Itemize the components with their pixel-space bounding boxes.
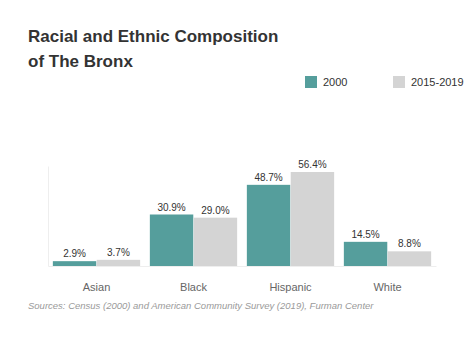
x-axis-line <box>49 266 437 267</box>
data-label: 14.5% <box>351 229 379 240</box>
legend-item: 2000 <box>305 76 347 88</box>
x-tick: White <box>373 266 401 293</box>
legend-label: 2015-2019 <box>411 76 464 88</box>
data-label: 29.0% <box>201 205 229 216</box>
x-tick: Hispanic <box>269 266 312 293</box>
data-label: 30.9% <box>157 202 185 213</box>
legend-swatch <box>393 76 405 88</box>
data-label: 56.4% <box>298 159 326 170</box>
chart: Asian Black Hispanic White 2.9% 30.9% 48.7% 14.… <box>0 0 474 338</box>
data-label: 8.8% <box>398 238 421 249</box>
title: Racial and Ethnic Composition of The Bro… <box>28 24 290 74</box>
source: Sources: Census (2000) and American Comm… <box>28 300 374 311</box>
legend-item: 2015-2019 <box>393 76 464 88</box>
data-label: 2.9% <box>63 248 86 259</box>
legend: 2000 2015-2019 <box>305 76 464 88</box>
x-tick-label: Hispanic <box>269 281 312 293</box>
bar <box>291 172 334 266</box>
data-label: 48.7% <box>254 172 282 183</box>
bar <box>344 242 387 266</box>
x-tick: Asian <box>83 266 111 293</box>
bar <box>388 251 431 266</box>
bar <box>194 218 237 266</box>
x-tick-label: White <box>373 281 401 293</box>
y-axis-line <box>48 167 49 267</box>
data-label: 3.7% <box>107 247 130 258</box>
bar <box>150 215 193 267</box>
x-axis: Asian Black Hispanic White <box>49 266 437 293</box>
legend-label: 2000 <box>323 76 347 88</box>
bar <box>247 185 290 266</box>
bar <box>53 261 96 266</box>
legend-swatch <box>305 76 317 88</box>
y-axis <box>48 167 50 267</box>
x-tick-label: Asian <box>83 281 111 293</box>
bar <box>97 260 140 266</box>
x-tick-label: Black <box>180 281 207 293</box>
bars <box>53 172 431 266</box>
data-labels: 2.9% 30.9% 48.7% 14.5% 3.7% 29.0% 56.4% 8.8% <box>63 159 421 259</box>
x-tick: Black <box>180 266 207 293</box>
